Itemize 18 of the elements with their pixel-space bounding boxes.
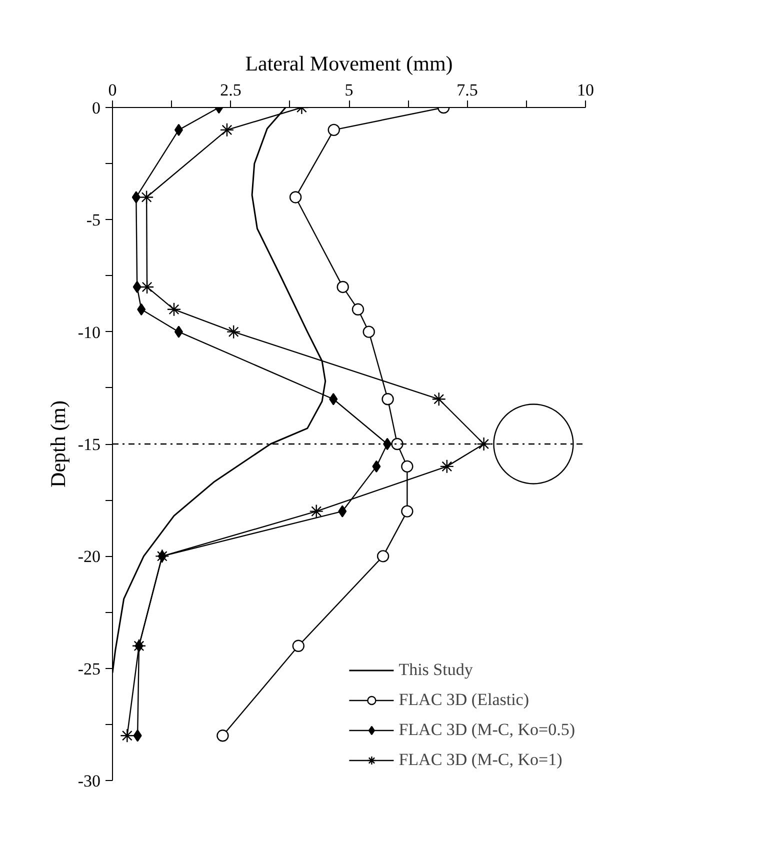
- legend-label: FLAC 3D (M-C, Ko=0.5): [398, 720, 575, 740]
- legend-label: FLAC 3D (Elastic): [398, 690, 530, 710]
- x-tick-label: 5: [344, 80, 354, 100]
- x-tick-label: 2.5: [220, 80, 242, 100]
- y-tick-label: -25: [78, 659, 101, 678]
- legend-label: FLAC 3D (M-C, Ko=1): [398, 750, 562, 770]
- x-tick-label: 0: [108, 80, 117, 100]
- y-tick-label: -5: [86, 210, 101, 230]
- y-axis-title: Depth (m): [46, 400, 70, 488]
- x-axis-title: Lateral Movement (mm): [245, 52, 453, 76]
- y-tick-label: 0: [92, 98, 100, 118]
- y-tick-label: -30: [78, 772, 101, 790]
- y-tick-label: -10: [78, 322, 101, 342]
- legend-label: This Study: [398, 660, 473, 680]
- y-tick-label: -15: [78, 435, 101, 454]
- x-tick-label: 10: [577, 80, 594, 100]
- x-tick-label: 7.5: [456, 80, 478, 100]
- y-tick-label: -20: [78, 547, 101, 566]
